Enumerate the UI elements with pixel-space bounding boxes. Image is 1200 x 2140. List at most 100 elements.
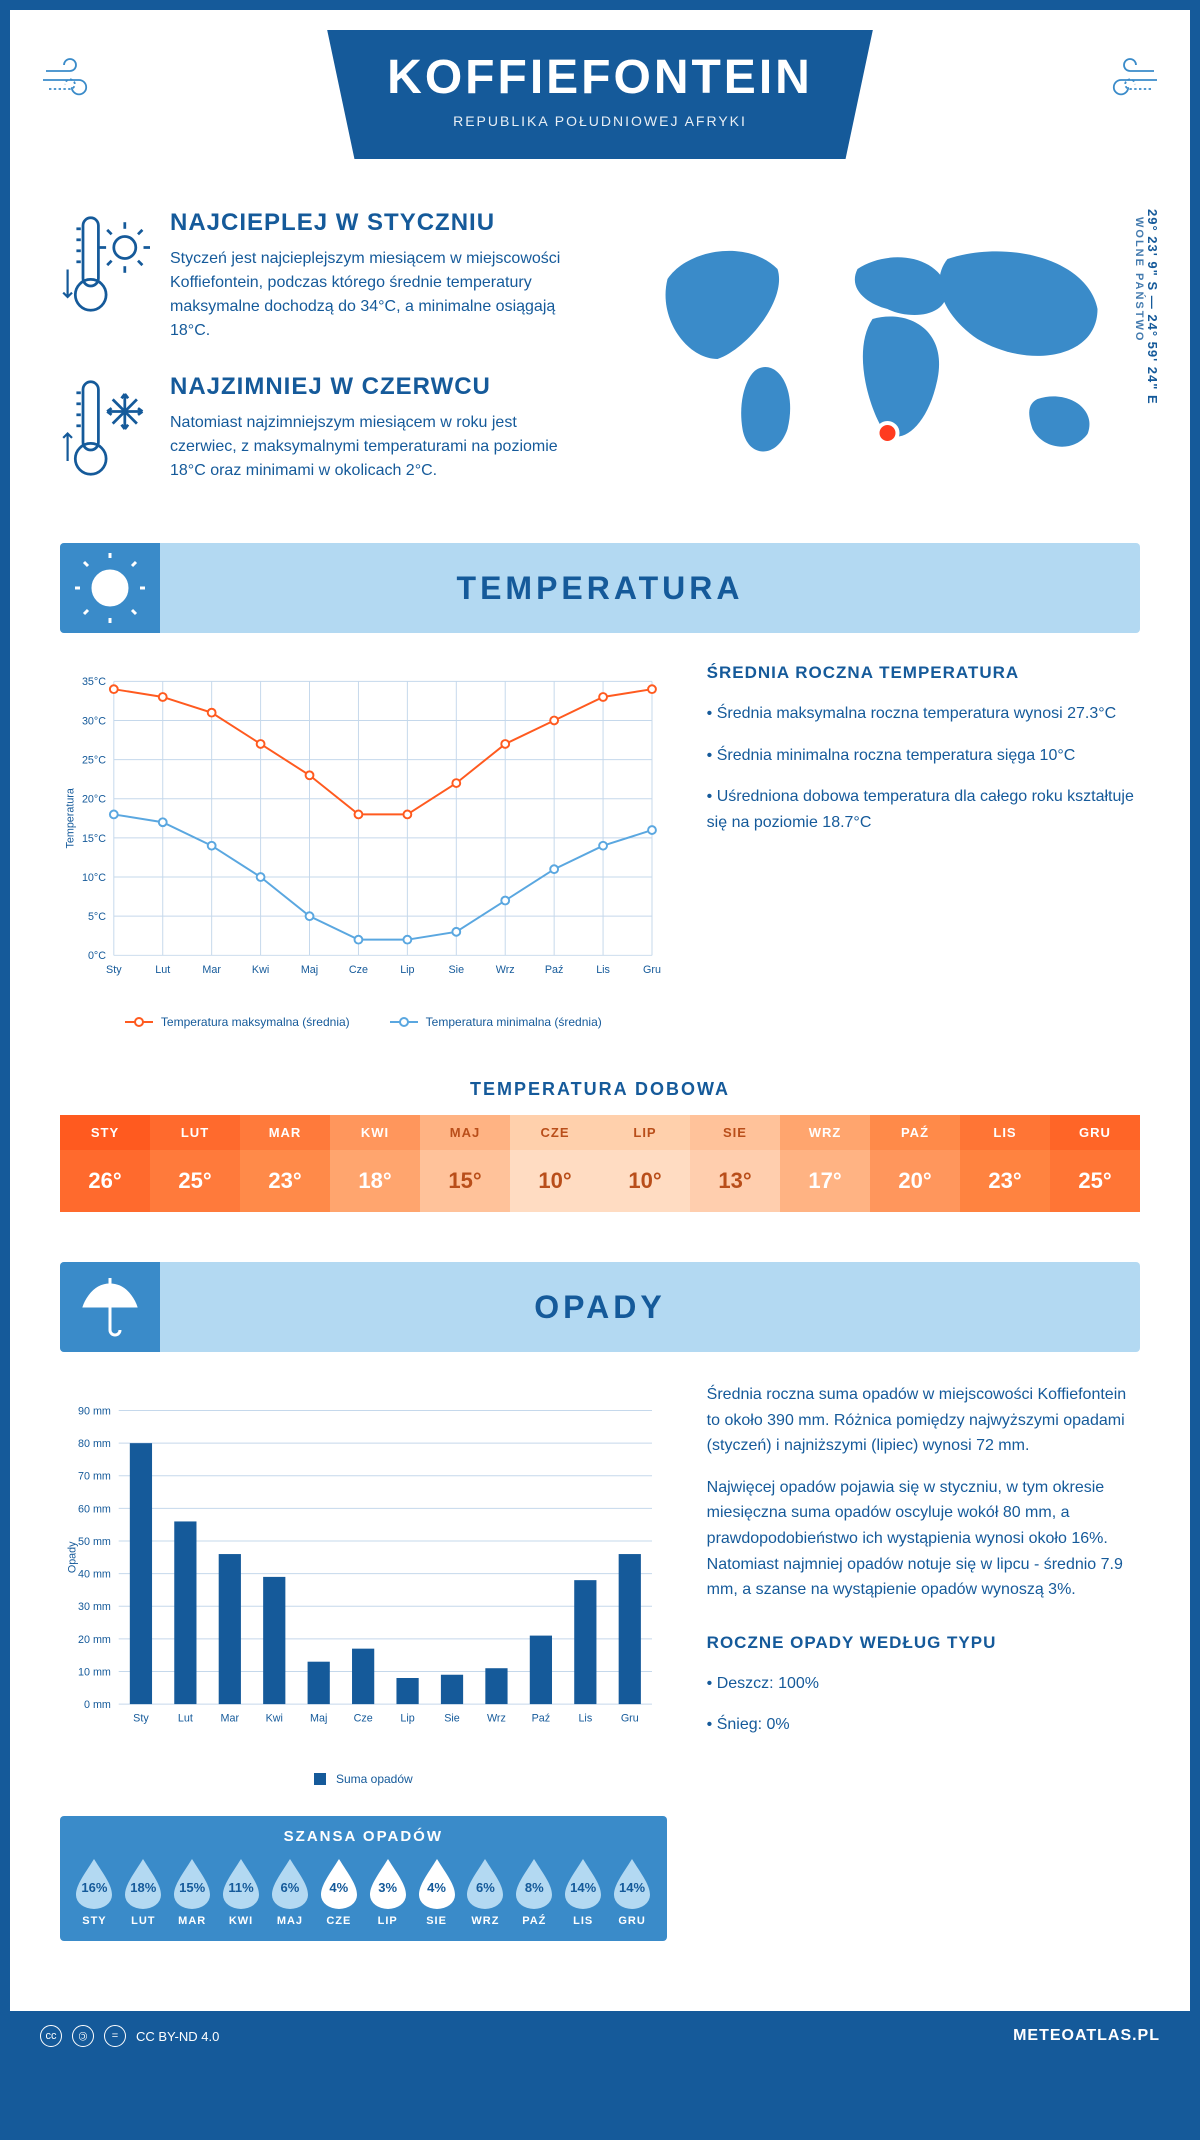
svg-text:Sie: Sie [444, 1713, 460, 1725]
svg-text:Lip: Lip [400, 1713, 414, 1725]
daily-temp-col: WRZ17° [780, 1115, 870, 1212]
fact-hot-text: Styczeń jest najcieplejszym miesiącem w … [170, 247, 585, 343]
daily-temp-col: GRU25° [1050, 1115, 1140, 1212]
page-title: KOFFIEFONTEIN [387, 50, 813, 105]
svg-text:10°C: 10°C [82, 872, 106, 884]
precip-section-header: OPADY [60, 1262, 1140, 1352]
page-subtitle: REPUBLIKA POŁUDNIOWEJ AFRYKI [387, 113, 813, 129]
chance-title: SZANSA OPADÓW [60, 1816, 667, 1857]
daily-temp-col: MAR23° [240, 1115, 330, 1212]
svg-text:Mar: Mar [202, 964, 221, 976]
svg-text:25°C: 25°C [82, 755, 106, 767]
fact-cold: NAJZIMNIEJ W CZERWCU Natomiast najzimnie… [60, 373, 585, 483]
temp-side-title: ŚREDNIA ROCZNA TEMPERATURA [707, 663, 1140, 683]
svg-text:Kwi: Kwi [266, 1713, 283, 1725]
thermometer-hot-icon [60, 209, 150, 319]
precip-type-item: • Deszcz: 100% [707, 1671, 1140, 1697]
umbrella-icon [75, 1272, 145, 1342]
svg-text:Sty: Sty [133, 1713, 149, 1725]
svg-text:Lut: Lut [178, 1713, 193, 1725]
svg-text:80 mm: 80 mm [78, 1438, 111, 1450]
svg-text:10 mm: 10 mm [78, 1666, 111, 1678]
svg-text:0°C: 0°C [88, 950, 106, 962]
svg-text:Wrz: Wrz [487, 1713, 506, 1725]
svg-text:Paź: Paź [532, 1713, 551, 1725]
svg-text:Wrz: Wrz [496, 964, 515, 976]
daily-temp-col: PAŹ20° [870, 1115, 960, 1212]
chance-drop: 4%SIE [417, 1857, 457, 1927]
svg-text:Sty: Sty [106, 964, 122, 976]
svg-text:40 mm: 40 mm [78, 1569, 111, 1581]
svg-text:Gru: Gru [621, 1713, 639, 1725]
chance-drop: 6%MAJ [270, 1857, 310, 1927]
overview-section: NAJCIEPLEJ W STYCZNIU Styczeń jest najci… [10, 209, 1190, 543]
fact-cold-title: NAJZIMNIEJ W CZERWCU [170, 373, 585, 401]
svg-text:0 mm: 0 mm [84, 1699, 111, 1711]
svg-text:Maj: Maj [301, 964, 318, 976]
fact-cold-text: Natomiast najzimniejszym miesiącem w rok… [170, 411, 585, 483]
svg-text:Lip: Lip [400, 964, 414, 976]
fact-hot: NAJCIEPLEJ W STYCZNIU Styczeń jest najci… [60, 209, 585, 343]
svg-text:20 mm: 20 mm [78, 1634, 111, 1646]
temp-side-point: • Średnia maksymalna roczna temperatura … [707, 701, 1140, 727]
precip-legend: Suma opadów [60, 1772, 667, 1786]
page-header: KOFFIEFONTEIN REPUBLIKA POŁUDNIOWEJ AFRY… [10, 10, 1190, 209]
fact-hot-title: NAJCIEPLEJ W STYCZNIU [170, 209, 585, 237]
daily-temp-col: LIS23° [960, 1115, 1050, 1212]
legend-item: Temperatura maksymalna (średnia) [125, 1015, 350, 1029]
chance-drop: 4%CZE [319, 1857, 359, 1927]
chance-drop: 8%PAŹ [514, 1857, 554, 1927]
wind-icon-right [1070, 30, 1190, 130]
daily-temp-col: STY26° [60, 1115, 150, 1212]
svg-text:Maj: Maj [310, 1713, 327, 1725]
site-name: METEOATLAS.PL [1013, 2027, 1160, 2045]
precip-paragraph: Najwięcej opadów pojawia się w styczniu,… [707, 1475, 1140, 1603]
svg-text:35°C: 35°C [82, 676, 106, 688]
svg-text:Paź: Paź [545, 964, 564, 976]
chance-drop: 18%LUT [123, 1857, 163, 1927]
cc-icon: cc [40, 2025, 62, 2047]
daily-temp-title: TEMPERATURA DOBOWA [10, 1079, 1190, 1100]
precip-type-title: ROCZNE OPADY WEDŁUG TYPU [707, 1633, 1140, 1653]
wind-icon-left [10, 30, 130, 130]
world-map [615, 209, 1140, 489]
daily-temp-col: MAJ15° [420, 1115, 510, 1212]
svg-text:Cze: Cze [354, 1713, 373, 1725]
nd-icon: = [104, 2025, 126, 2047]
chance-drop: 14%LIS [563, 1857, 603, 1927]
daily-temp-col: KWI18° [330, 1115, 420, 1212]
svg-text:Sie: Sie [449, 964, 465, 976]
daily-temp-col: LIP10° [600, 1115, 690, 1212]
svg-text:Cze: Cze [349, 964, 368, 976]
temperature-section-header: TEMPERATURA [60, 543, 1140, 633]
temperature-legend: Temperatura maksymalna (średnia) Temperat… [60, 1015, 667, 1029]
svg-text:Temperatura: Temperatura [65, 788, 77, 848]
precip-paragraph: Średnia roczna suma opadów w miejscowośc… [707, 1382, 1140, 1459]
chance-drop: 3%LIP [368, 1857, 408, 1927]
title-banner: KOFFIEFONTEIN REPUBLIKA POŁUDNIOWEJ AFRY… [327, 30, 873, 159]
by-icon: 🄯 [72, 2025, 94, 2047]
sun-icon [75, 553, 145, 623]
daily-temp-table: STY26°LUT25°MAR23°KWI18°MAJ15°CZE10°LIP1… [60, 1115, 1140, 1212]
temperature-line-chart: 0°C5°C10°C15°C20°C25°C30°C35°CStyLutMarK… [60, 663, 667, 1003]
precip-title: OPADY [160, 1289, 1140, 1326]
svg-text:Gru: Gru [643, 964, 661, 976]
legend-item: Temperatura minimalna (średnia) [390, 1015, 602, 1029]
svg-text:20°C: 20°C [82, 794, 106, 806]
svg-text:Opady: Opady [67, 1541, 79, 1573]
svg-text:Mar: Mar [221, 1713, 240, 1725]
precip-type-item: • Śnieg: 0% [707, 1712, 1140, 1738]
svg-text:Kwi: Kwi [252, 964, 269, 976]
license-text: CC BY-ND 4.0 [136, 2029, 219, 2044]
footer: cc 🄯 = CC BY-ND 4.0 METEOATLAS.PL [10, 2011, 1190, 2061]
chance-drop: 11%KWI [221, 1857, 261, 1927]
thermometer-cold-icon [60, 373, 150, 483]
svg-text:Lut: Lut [155, 964, 170, 976]
temp-side-point: • Uśredniona dobowa temperatura dla całe… [707, 784, 1140, 835]
chance-drop: 15%MAR [172, 1857, 212, 1927]
svg-text:50 mm: 50 mm [78, 1536, 111, 1548]
svg-text:5°C: 5°C [88, 911, 106, 923]
temperature-title: TEMPERATURA [160, 570, 1140, 607]
svg-text:90 mm: 90 mm [78, 1405, 111, 1417]
coordinates: 29° 23' 9" S — 24° 59' 24" E WOLNE PAŃST… [1133, 209, 1160, 405]
